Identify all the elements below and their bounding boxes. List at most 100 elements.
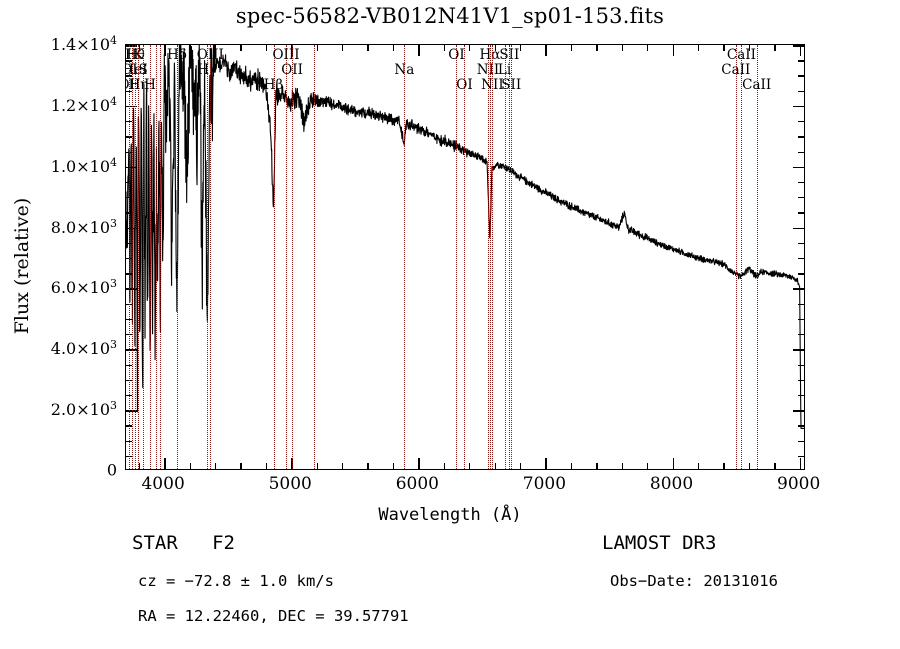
spectral-line-label: CaII: [742, 77, 772, 93]
axis-tick: [418, 45, 420, 56]
axis-tick: [126, 121, 132, 123]
axis-tick: [793, 105, 804, 108]
object-class-type: STAR F2: [132, 532, 235, 554]
plot-area: HHθKOIHeISOIIHηHHδHγOIIIHβOIIIOIINaOIOIN…: [125, 44, 805, 470]
spectral-line-marker: [735, 45, 737, 469]
axis-tick: [126, 379, 132, 381]
axis-tick: [164, 45, 166, 56]
axis-tick: [520, 45, 522, 51]
x-tick-label: 5000: [268, 474, 312, 494]
axis-tick: [798, 75, 804, 77]
spectral-line-marker: [129, 45, 131, 469]
axis-tick: [798, 394, 804, 397]
axis-tick: [545, 45, 547, 56]
spectral-line-marker: [286, 45, 288, 469]
axis-tick: [214, 45, 217, 51]
axis-tick: [798, 334, 804, 336]
spectral-line-marker: [464, 45, 466, 469]
axis-tick: [126, 212, 132, 214]
axis-tick: [126, 90, 132, 92]
x-axis-title: Wavelength (Å): [378, 505, 522, 525]
axis-tick: [798, 258, 804, 260]
spectral-line-marker: [313, 45, 315, 469]
spectral-line-label: Hα: [479, 47, 501, 63]
axis-tick: [697, 45, 700, 51]
axis-tick: [799, 45, 802, 56]
axis-tick: [798, 151, 804, 153]
spectral-line-label: NII: [481, 77, 504, 93]
spectral-line-label: H: [126, 47, 139, 63]
axis-tick: [126, 258, 132, 260]
axis-tick: [545, 458, 547, 469]
axis-tick: [469, 45, 471, 51]
axis-tick: [793, 166, 804, 169]
axis-tick: [570, 463, 573, 469]
axis-tick: [126, 288, 137, 290]
spectral-line-marker: [489, 45, 491, 469]
spectral-line-label: OIII: [196, 47, 224, 63]
axis-tick: [126, 273, 132, 275]
axis-tick: [494, 463, 496, 469]
axis-tick: [443, 45, 446, 51]
axis-tick: [798, 212, 804, 214]
axis-tick: [126, 334, 132, 336]
axis-tick: [798, 440, 804, 442]
axis-tick: [748, 463, 751, 469]
axis-tick: [392, 45, 395, 51]
spectral-line-label: NII: [476, 62, 500, 78]
spectral-line-label: SII: [501, 77, 522, 93]
axis-tick: [240, 45, 242, 51]
y-tick-label: 1.0×104: [50, 155, 117, 176]
spectral-line-label: CaII: [721, 62, 751, 78]
spectral-line-marker: [134, 45, 136, 469]
spectral-line-label: Hδ: [167, 47, 187, 63]
axis-tick: [798, 379, 804, 381]
axis-tick: [164, 458, 166, 469]
x-tick-label: 4000: [141, 474, 185, 494]
spectral-line-marker: [132, 45, 134, 469]
axis-tick: [316, 45, 318, 51]
spectral-line-label: Li: [497, 62, 512, 78]
axis-tick: [798, 181, 804, 184]
spectral-line-label: OII: [126, 77, 141, 93]
spectral-line-marker: [143, 45, 145, 469]
page-title: spec-56582-VB012N41V1_sp01-153.fits: [235, 4, 665, 28]
y-axis-title: Flux (relative): [11, 197, 33, 335]
spectral-line-label: OIII: [272, 47, 300, 63]
axis-tick: [799, 458, 802, 469]
axis-tick: [126, 303, 132, 305]
axis-tick: [596, 45, 598, 51]
spectral-line-marker: [292, 45, 294, 469]
axis-tick: [748, 45, 751, 51]
axis-tick: [126, 105, 137, 108]
axis-tick: [723, 463, 725, 469]
axis-tick: [798, 425, 804, 427]
spectral-line-label: Hη: [128, 77, 149, 93]
axis-tick: [126, 166, 137, 169]
axis-tick: [798, 197, 804, 199]
axis-tick: [469, 463, 471, 469]
axis-tick: [621, 45, 623, 51]
axis-tick: [774, 45, 776, 51]
axis-tick: [798, 318, 804, 321]
spectral-line-label: Hγ: [197, 62, 218, 78]
footer-info: STAR F2 LAMOST DR3 cz = −72.8 ± 1.0 km/s…: [0, 528, 900, 648]
axis-tick: [240, 463, 242, 469]
axis-tick: [798, 242, 804, 245]
axis-tick: [798, 60, 804, 62]
y-tick-labels: 0 2.0×103 4.0×103 6.0×103 8.0×103 1.0×104 1.2×…: [0, 0, 125, 649]
axis-tick: [214, 463, 217, 469]
spectral-line-marker: [210, 45, 212, 469]
axis-tick: [672, 45, 675, 56]
spectral-line-marker: [404, 45, 406, 469]
axis-tick: [126, 410, 137, 412]
x-tick-label: 9000: [777, 474, 821, 494]
axis-tick: [126, 136, 132, 138]
axis-tick: [774, 463, 776, 469]
axis-tick: [793, 45, 804, 47]
axis-tick: [672, 458, 675, 469]
spectral-line-marker: [509, 45, 511, 469]
axis-tick: [520, 463, 522, 469]
survey-label: LAMOST DR3: [602, 532, 717, 554]
